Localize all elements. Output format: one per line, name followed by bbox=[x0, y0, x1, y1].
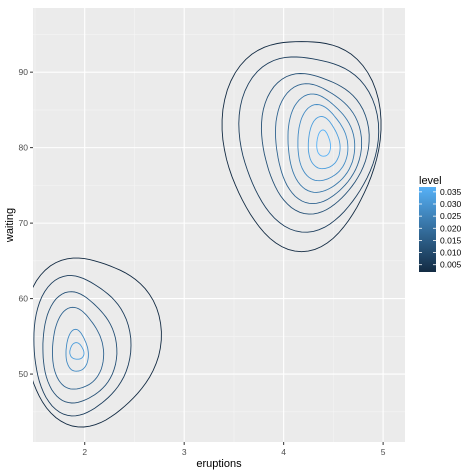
x-tick-label: 4 bbox=[281, 447, 286, 457]
x-tick-label: 2 bbox=[82, 447, 87, 457]
legend-ticks: 0.035 0.030 0.025 0.020 0.015 0.010 0.005 bbox=[419, 187, 462, 270]
legend-label: 0.035 bbox=[440, 187, 462, 197]
plot-panel bbox=[33, 8, 405, 442]
contour-line bbox=[33, 275, 132, 417]
contour-line bbox=[33, 257, 162, 428]
y-tick-label: 50 bbox=[19, 369, 29, 379]
contour-line bbox=[316, 129, 332, 157]
contour-line bbox=[221, 41, 382, 253]
contour-line bbox=[238, 56, 380, 233]
legend-label: 0.025 bbox=[440, 211, 462, 221]
legend-label: 0.005 bbox=[440, 260, 462, 270]
contour-line bbox=[65, 328, 89, 372]
legend-label: 0.030 bbox=[440, 199, 462, 209]
y-tick-label: 70 bbox=[19, 218, 29, 228]
contour-line bbox=[42, 291, 118, 404]
contour-line bbox=[297, 104, 349, 182]
x-axis: 2 3 4 5 bbox=[82, 442, 386, 457]
x-tick-label: 5 bbox=[381, 447, 386, 457]
contour-lines bbox=[33, 41, 382, 428]
legend-label: 0.020 bbox=[440, 223, 462, 233]
legend: level 0.035 0.030 0.025 0.020 0.015 0.010 0.00… bbox=[419, 175, 462, 272]
legend-colorbar bbox=[419, 187, 436, 272]
legend-title: level bbox=[419, 175, 442, 187]
y-tick-label: 90 bbox=[19, 67, 29, 77]
y-tick-label: 80 bbox=[19, 143, 29, 153]
contour-line bbox=[260, 73, 370, 215]
legend-label: 0.010 bbox=[440, 248, 462, 258]
y-axis: 50 60 70 80 90 bbox=[19, 67, 33, 379]
x-axis-title: eruptions bbox=[196, 458, 242, 470]
contour-line bbox=[69, 342, 85, 360]
y-axis-title: waiting bbox=[4, 208, 16, 243]
contour-line bbox=[307, 116, 341, 170]
contour-line bbox=[52, 306, 105, 390]
x-tick-label: 3 bbox=[182, 447, 187, 457]
y-tick-label: 60 bbox=[19, 294, 29, 304]
contour-line bbox=[275, 83, 363, 205]
contour-line bbox=[287, 93, 356, 193]
legend-label: 0.015 bbox=[440, 235, 462, 245]
